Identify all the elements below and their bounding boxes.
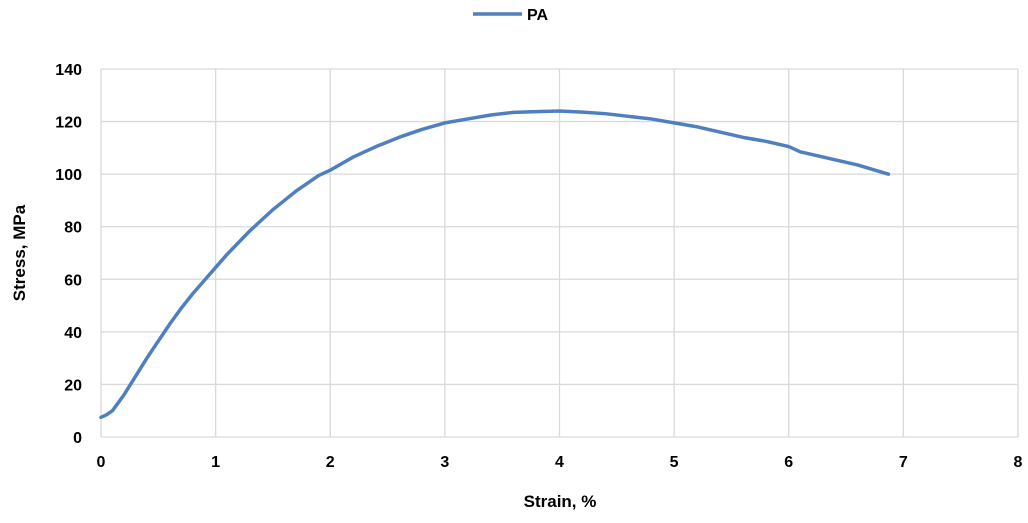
y-tick-label: 80 (64, 220, 82, 237)
axes (100, 69, 1018, 438)
series-line-pa (99, 109, 891, 420)
y-tick-label: 0 (73, 430, 82, 447)
y-axis-title: Stress, MPa (10, 204, 29, 301)
x-tick-label: 5 (670, 454, 679, 471)
x-tick-label: 0 (97, 454, 106, 471)
x-tick-label: 4 (555, 454, 564, 471)
gridlines (101, 68, 1019, 437)
x-tick-label: 1 (211, 454, 220, 471)
series-layer (99, 109, 891, 420)
y-tick-label: 40 (64, 325, 82, 342)
y-tick-labels: 0 20 40 60 80 100 120 140 (55, 62, 82, 447)
x-tick-label: 8 (1014, 454, 1023, 471)
x-axis-title: Strain, % (524, 492, 597, 511)
y-tick-label: 60 (64, 272, 82, 289)
x-tick-label: 2 (326, 454, 335, 471)
y-tick-label: 140 (55, 62, 82, 79)
y-tick-label: 100 (55, 167, 82, 184)
legend: PA (473, 7, 548, 24)
y-tick-label: 20 (64, 377, 82, 394)
legend-label-pa: PA (527, 7, 548, 24)
x-tick-label: 6 (784, 454, 793, 471)
x-tick-label: 7 (899, 454, 908, 471)
y-tick-label: 120 (55, 115, 82, 132)
x-tick-labels: 0 1 2 3 4 5 6 7 8 (97, 454, 1023, 471)
x-tick-label: 3 (440, 454, 449, 471)
